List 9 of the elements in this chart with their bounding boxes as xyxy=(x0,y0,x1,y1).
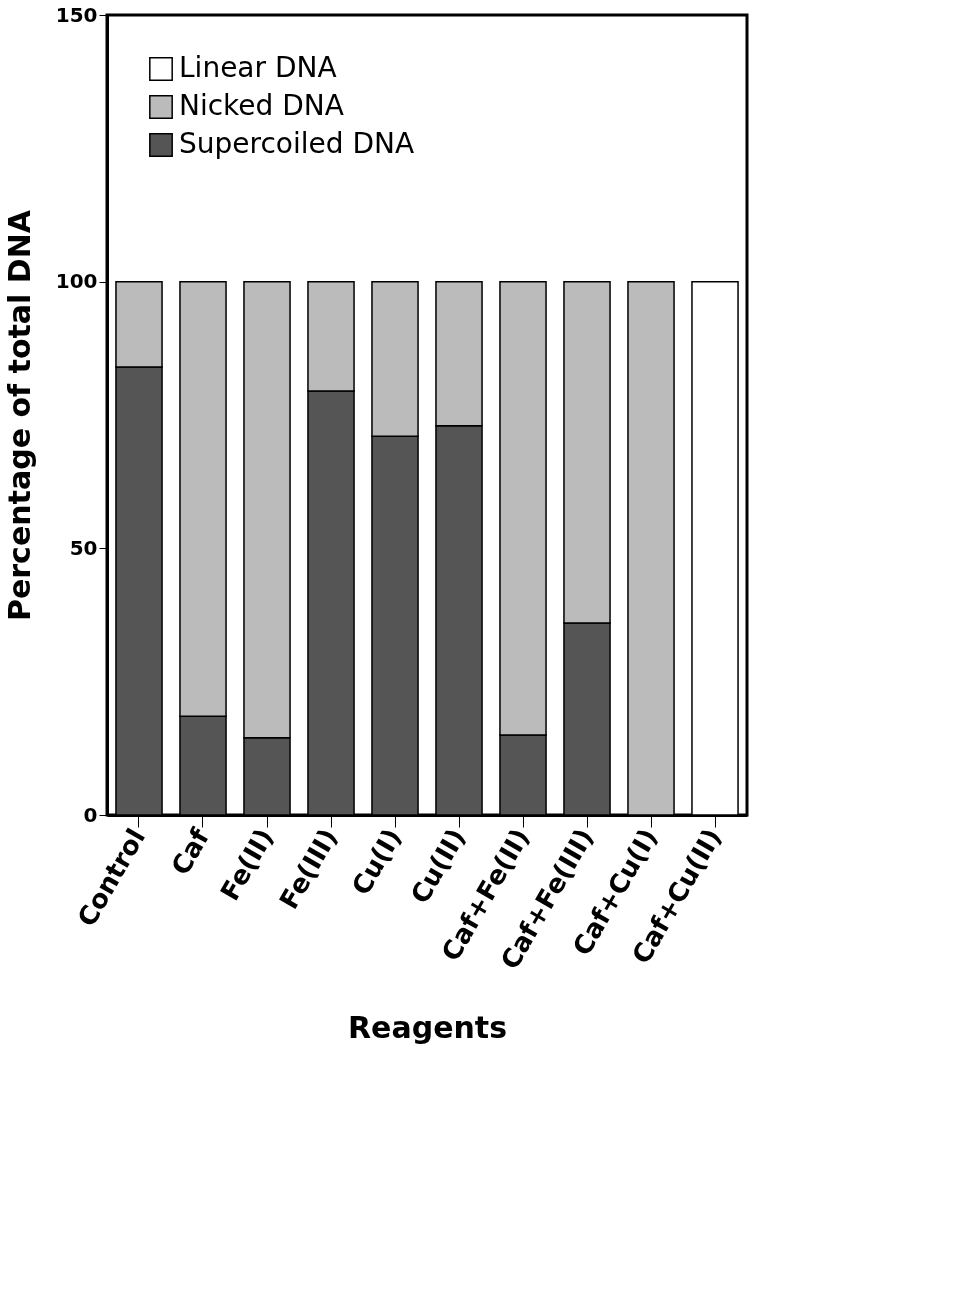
y-axis-title: Percentage of total DNA xyxy=(1,209,37,622)
x-axis-title: Reagents xyxy=(347,1009,508,1045)
legend-label: Supercoiled DNA xyxy=(179,127,415,160)
legend-label: Nicked DNA xyxy=(179,89,344,122)
y-tick-label: 150 xyxy=(55,2,98,27)
y-tick-label: 50 xyxy=(69,535,98,560)
y-tick-label: 100 xyxy=(55,269,98,294)
y-tick-label: 0 xyxy=(83,802,98,827)
legend-label: Linear DNA xyxy=(179,51,337,84)
